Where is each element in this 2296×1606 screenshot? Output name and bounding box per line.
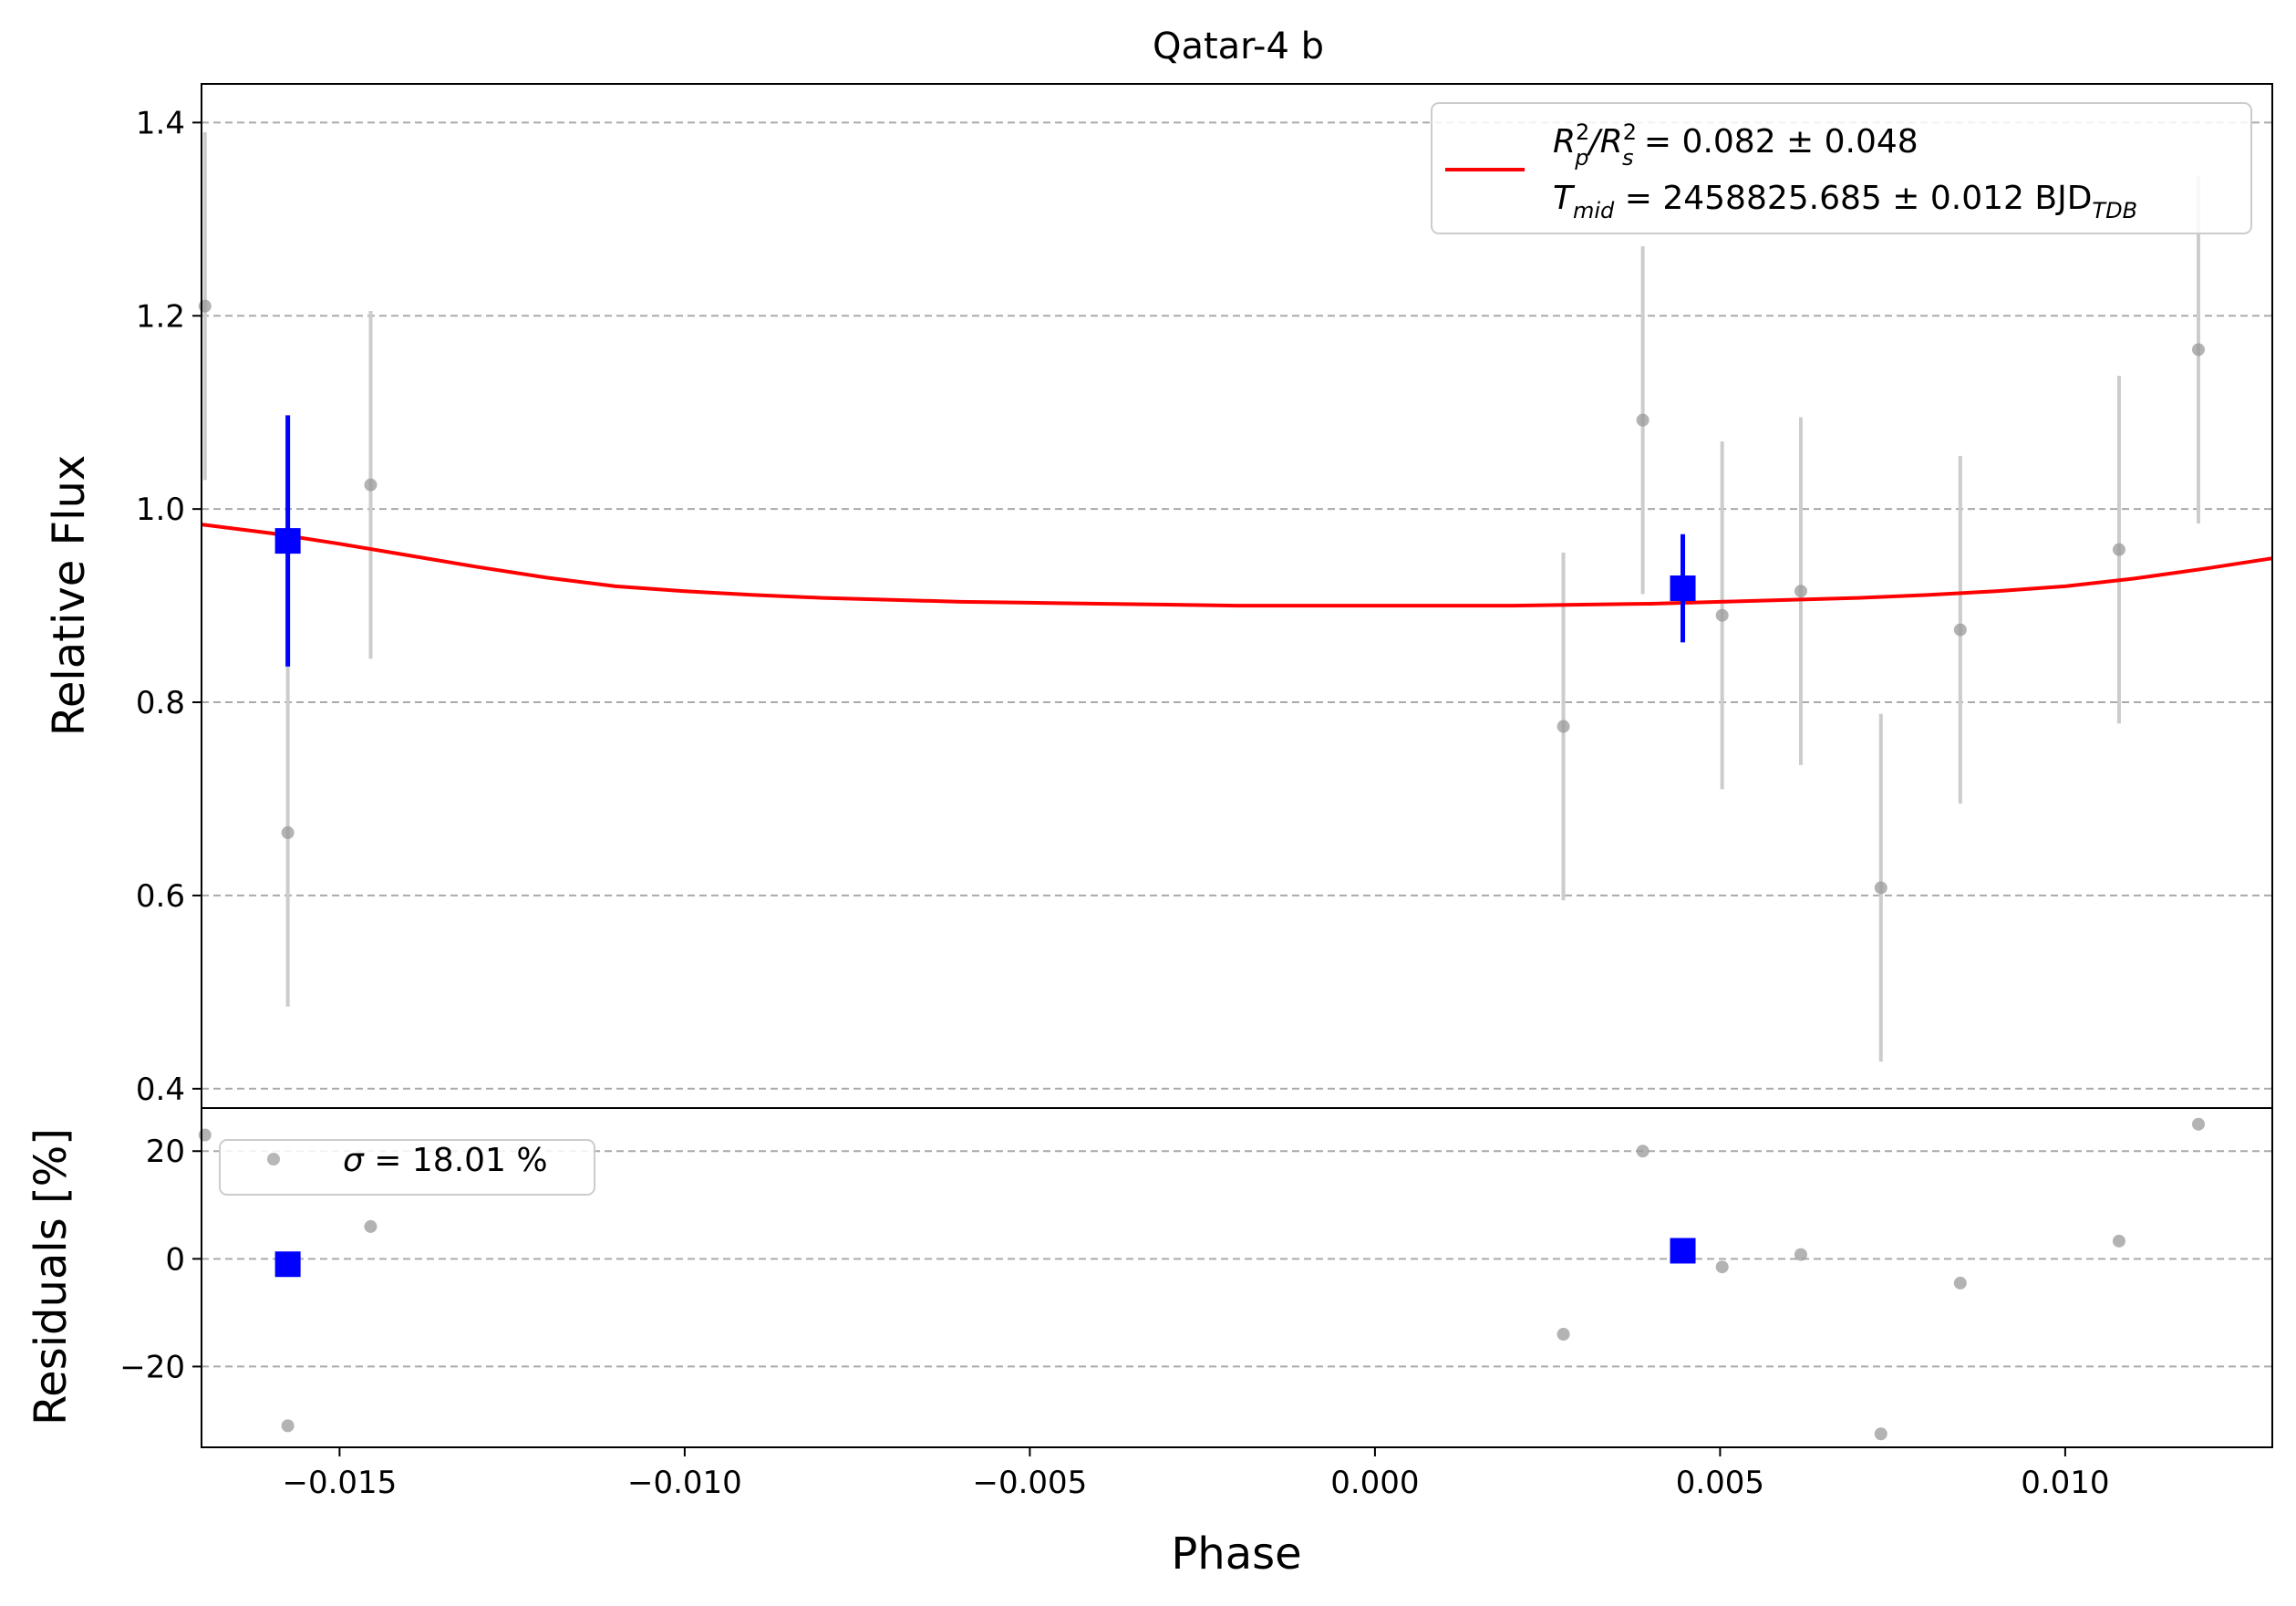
raw-data-point (281, 826, 295, 840)
raw-data-point (364, 478, 377, 492)
legend-residual-marker (267, 1153, 280, 1166)
binned-data-point (274, 528, 301, 554)
bottom-panel: −20 0 20 −0.015 −0.010 −0.005 0.000 0.005 0.010… (26, 1107, 2273, 1580)
raw-data-point (1557, 720, 1570, 733)
top-raw-points (198, 131, 2206, 1062)
bottom-y-tick-label: −20 (119, 1349, 185, 1385)
x-tick-label: 0.005 (1676, 1465, 1764, 1501)
residual-point (1794, 1248, 1807, 1261)
model-curve (201, 523, 2273, 608)
x-ticks: −0.015 −0.010 −0.005 0.000 0.005 0.010 (282, 1447, 2110, 1501)
residual-point (2192, 1117, 2206, 1131)
raw-data-point (2112, 543, 2125, 556)
top-panel: 0.4 0.6 0.8 1.0 1.2 1.4 Relative Flux R2 p/R2 s… (44, 83, 2273, 1109)
top-y-tick-label: 0.6 (136, 878, 185, 915)
raw-data-point (198, 299, 212, 313)
top-y-axis-label: Relative Flux (44, 455, 95, 737)
residual-point (198, 1128, 212, 1142)
bottom-y-axis-label: Residuals [%] (26, 1128, 77, 1425)
top-y-ticks: 0.4 0.6 0.8 1.0 1.2 1.4 (136, 105, 202, 1108)
x-tick-label: 0.010 (2021, 1465, 2109, 1501)
top-y-tick-label: 1.2 (136, 298, 185, 335)
chart-title: Qatar-4 b (1153, 26, 1324, 67)
bottom-binned-points (274, 1238, 1696, 1278)
x-tick-label: −0.010 (627, 1465, 742, 1501)
top-legend: R2 p/R2 s = 0.082 ± 0.048 Tmid = 2458825.6… (1431, 102, 2252, 234)
bottom-legend: σ = 18.01 % (219, 1139, 595, 1196)
raw-data-point (2192, 343, 2206, 357)
residual-point (1715, 1260, 1729, 1274)
x-tick-label: −0.015 (282, 1465, 397, 1501)
raw-data-point (1794, 585, 1807, 598)
bottom-y-tick-label: 0 (165, 1241, 185, 1278)
binned-residual-point (274, 1251, 301, 1278)
x-axis-label: Phase (1171, 1528, 1301, 1580)
residual-point (1636, 1145, 1650, 1158)
residual-point (1557, 1328, 1570, 1341)
bottom-y-tick-label: 20 (146, 1134, 185, 1170)
binned-data-point (1670, 575, 1696, 602)
x-tick-label: −0.005 (972, 1465, 1087, 1501)
top-y-tick-label: 1.4 (136, 105, 185, 141)
binned-residual-point (1670, 1238, 1696, 1264)
legend-radius-ratio: R2 p/R2 s = 0.082 ± 0.048 (1553, 119, 1919, 171)
raw-data-point (1636, 413, 1650, 427)
top-y-tick-label: 1.0 (136, 492, 185, 528)
residual-point (1953, 1276, 1967, 1290)
top-grid (202, 121, 2272, 1090)
top-binned-points (274, 415, 1696, 667)
x-tick-label: 0.000 (1330, 1465, 1419, 1501)
residual-point (1874, 1427, 1887, 1441)
residual-point (281, 1419, 295, 1433)
raw-data-point (1874, 881, 1887, 895)
bottom-axes-frame (201, 1107, 2273, 1448)
residual-point (2112, 1234, 2125, 1248)
legend-mid-transit: Tmid = 2458825.685 ± 0.012 BJDTDB (1553, 180, 2137, 223)
top-y-tick-label: 0.4 (136, 1072, 185, 1108)
residual-point (364, 1219, 377, 1233)
top-y-tick-label: 0.8 (136, 685, 185, 721)
raw-data-point (1953, 623, 1967, 637)
raw-data-point (1715, 608, 1729, 622)
bottom-y-ticks: −20 0 20 (119, 1134, 202, 1385)
legend-sigma: σ = 18.01 % (343, 1142, 548, 1179)
